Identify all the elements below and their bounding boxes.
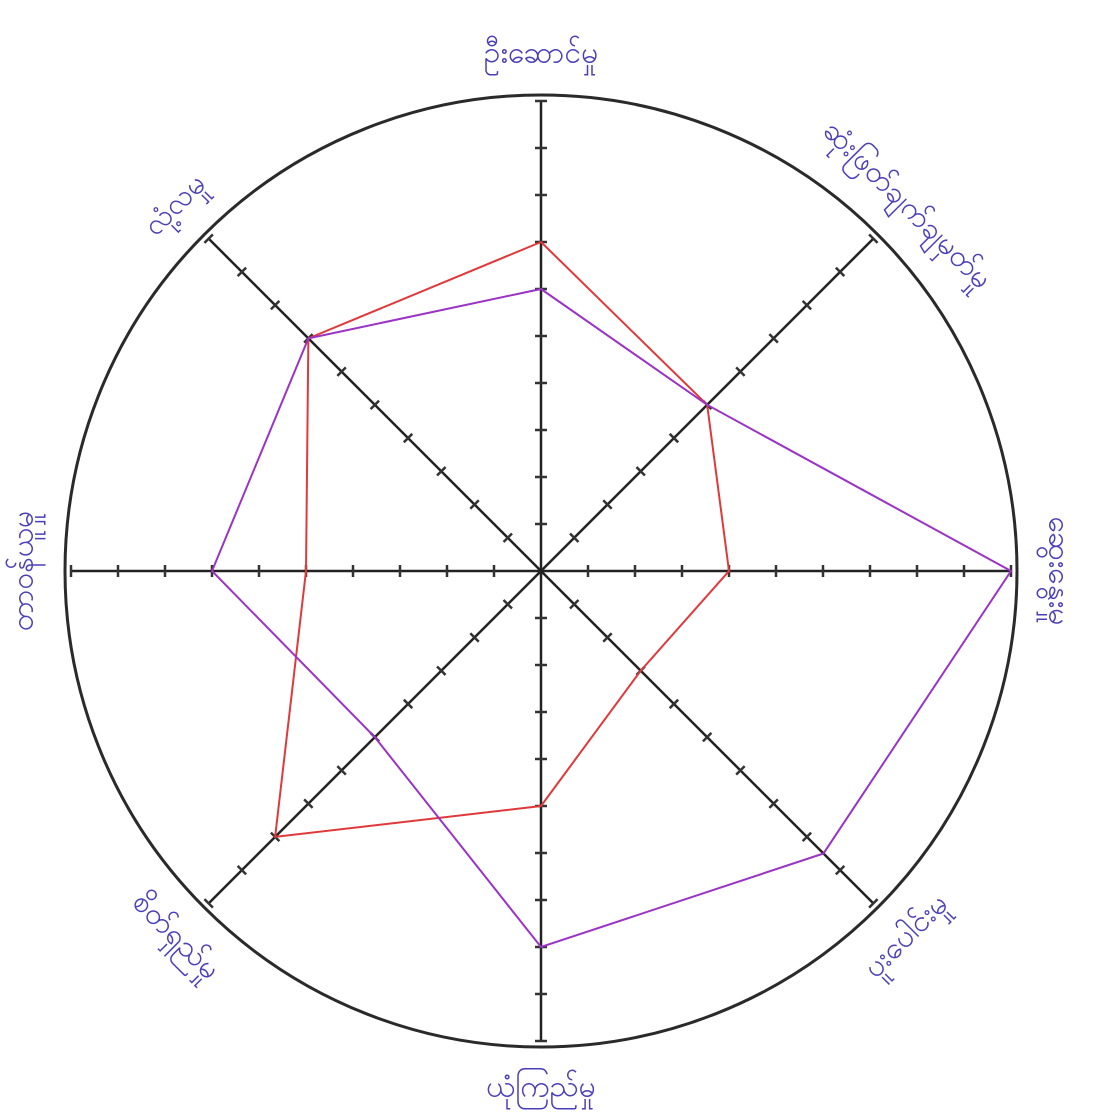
- axis-label: ယုံကြည်မှု: [486, 1068, 596, 1111]
- axis-label: ဦးဆောင်မှု: [484, 36, 599, 77]
- axis-label: တာဝန်ယူမှု: [6, 511, 47, 631]
- series-polygon: [212, 289, 1011, 947]
- chart: ဦးဆောင်မှုဆုံးဖြတ်ချက်ချမှတ်မှုဆွေးနွေးမ…: [0, 0, 1115, 1116]
- axis-label: ဆွေးနွေးမှု: [1036, 517, 1077, 626]
